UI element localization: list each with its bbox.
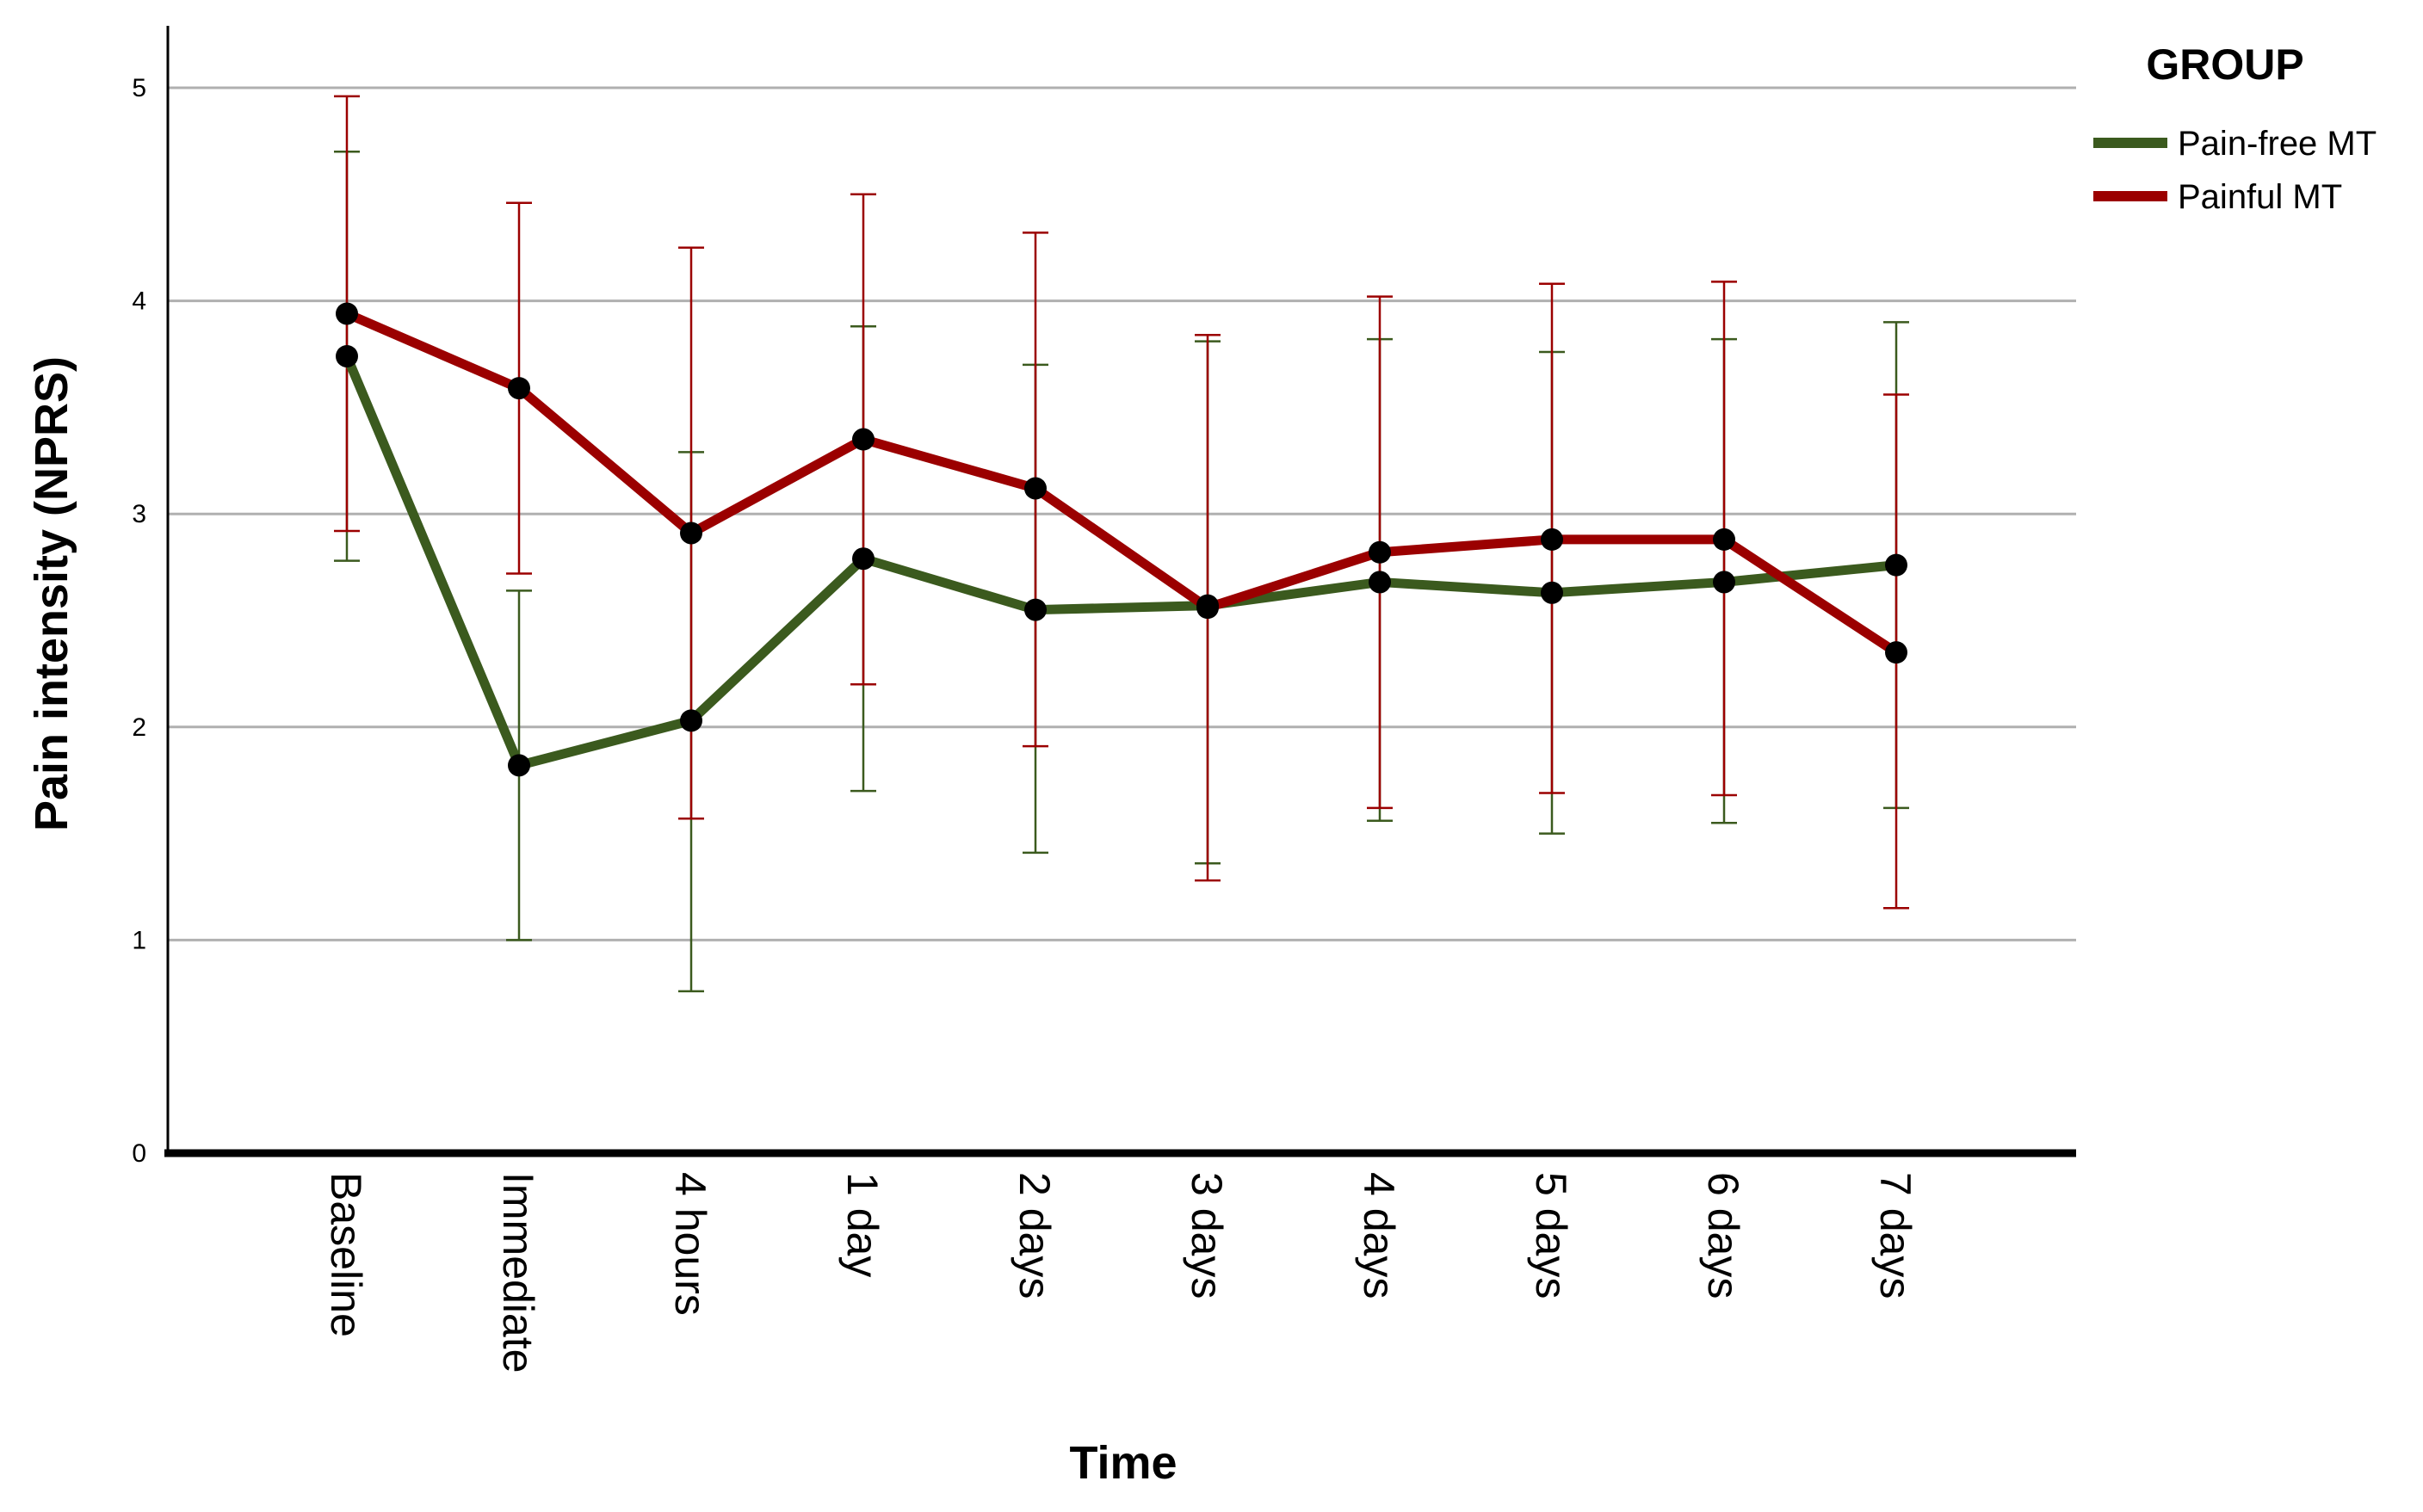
y-tick-label: 2	[132, 713, 146, 742]
x-tick-label: 2 days	[1011, 1172, 1059, 1299]
series-lines	[342, 308, 1901, 770]
y-axis-title: Pain intensity (NPRS)	[26, 356, 77, 831]
data-point	[1369, 540, 1391, 564]
x-tick-label: Immediate	[494, 1172, 542, 1373]
y-tick-label: 5	[132, 74, 146, 102]
x-tick-label: Baseline	[322, 1172, 370, 1337]
x-tick-label: 3 days	[1183, 1172, 1231, 1299]
series-line-0	[342, 351, 1901, 770]
x-tick-label: 5 days	[1527, 1172, 1575, 1299]
data-point	[680, 709, 702, 732]
data-point	[852, 547, 875, 571]
legend-label: Pain-free MT	[2178, 125, 2377, 163]
data-point	[1885, 641, 1907, 664]
data-point	[1024, 477, 1047, 500]
x-tick-label: 7 days	[1871, 1172, 1919, 1299]
data-point	[1713, 528, 1735, 551]
legend-item: Painful MT	[2093, 178, 2342, 216]
data-point	[336, 344, 358, 367]
legend: GROUP Pain-free MT Painful MT	[2093, 40, 2377, 216]
data-point	[1196, 596, 1219, 620]
data-point	[1713, 571, 1735, 594]
x-axis: Baseline Immediate 4 hours 1 day 2 days 3 day…	[164, 1149, 2076, 1373]
data-point	[1541, 581, 1563, 604]
x-tick-label: 4 days	[1355, 1172, 1403, 1299]
x-tick-label: 4 hours	[666, 1172, 714, 1316]
data-point	[680, 521, 702, 545]
x-axis-title: Time	[1069, 1437, 1177, 1489]
data-point	[1369, 571, 1391, 594]
legend-title: GROUP	[2146, 40, 2303, 89]
data-point	[852, 428, 875, 451]
y-tick-label: 0	[132, 1139, 146, 1168]
y-axis: 0 1 2 3 4 5	[132, 26, 170, 1168]
x-tick-label: 6 days	[1699, 1172, 1747, 1299]
series-line-1	[342, 308, 1901, 657]
x-tick-label: 1 day	[838, 1172, 887, 1277]
data-points	[336, 302, 1907, 777]
data-point	[336, 302, 358, 325]
y-tick-label: 4	[132, 287, 146, 316]
legend-item: Pain-free MT	[2093, 125, 2377, 163]
y-tick-label: 1	[132, 926, 146, 954]
legend-label: Painful MT	[2178, 178, 2342, 216]
data-point	[1024, 598, 1047, 621]
data-point	[508, 377, 530, 400]
data-point	[508, 754, 530, 777]
data-point	[1541, 528, 1563, 551]
gridlines	[168, 86, 2076, 941]
y-tick-label: 3	[132, 500, 146, 528]
data-point	[1885, 553, 1907, 577]
